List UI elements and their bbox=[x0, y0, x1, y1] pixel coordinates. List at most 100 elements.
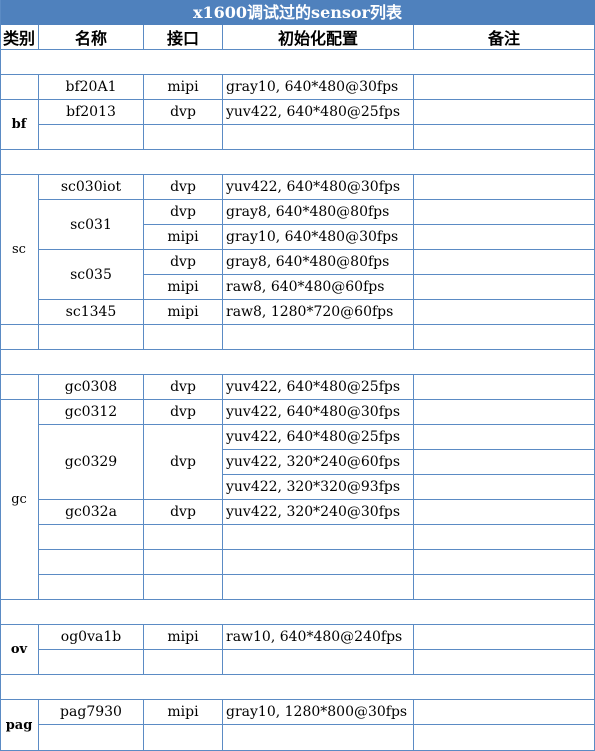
blank-cell bbox=[39, 325, 144, 350]
blank-cell bbox=[223, 725, 414, 751]
blank-row bbox=[0, 600, 595, 625]
category-ov: ov bbox=[0, 625, 39, 675]
sensor-interface: dvp bbox=[144, 400, 223, 425]
blank-cell bbox=[39, 575, 144, 600]
blank-cell bbox=[39, 650, 144, 675]
sensor-config: yuv422, 640*480@30fps bbox=[223, 175, 414, 200]
sensor-config: yuv422, 640*480@30fps bbox=[223, 400, 414, 425]
sensor-name: bf2013 bbox=[39, 100, 144, 125]
header-config: 初始化配置 bbox=[223, 25, 414, 50]
sensor-interface: dvp bbox=[144, 375, 223, 400]
sensor-config: yuv422, 640*480@25fps bbox=[223, 425, 414, 450]
sensor-interface: mipi bbox=[144, 300, 223, 325]
blank-cell bbox=[414, 725, 595, 751]
blank-cell bbox=[414, 125, 595, 150]
sensor-config: gray10, 640*480@30fps bbox=[223, 225, 414, 250]
blank-cell bbox=[39, 725, 144, 751]
blank-cell bbox=[414, 550, 595, 575]
blank-cell bbox=[0, 375, 39, 400]
note-cell bbox=[414, 75, 595, 100]
note-cell bbox=[414, 275, 595, 300]
sensor-config: yuv422, 320*320@93fps bbox=[223, 475, 414, 500]
blank-cell bbox=[223, 650, 414, 675]
sensor-config: raw8, 1280*720@60fps bbox=[223, 300, 414, 325]
note-cell bbox=[414, 475, 595, 500]
sensor-interface: mipi bbox=[144, 225, 223, 250]
sensor-config: raw10, 640*480@240fps bbox=[223, 625, 414, 650]
sensor-interface: dvp bbox=[144, 425, 223, 500]
blank-cell bbox=[223, 575, 414, 600]
sensor-name: gc0312 bbox=[39, 400, 144, 425]
note-cell bbox=[414, 100, 595, 125]
blank-cell bbox=[144, 125, 223, 150]
sensor-name: sc035 bbox=[39, 250, 144, 300]
note-cell bbox=[414, 500, 595, 525]
blank-cell bbox=[414, 525, 595, 550]
blank-row bbox=[0, 50, 595, 75]
blank-cell bbox=[223, 325, 414, 350]
sensor-config: gray8, 640*480@80fps bbox=[223, 250, 414, 275]
blank-cell bbox=[223, 525, 414, 550]
blank-cell bbox=[39, 550, 144, 575]
blank-cell bbox=[414, 325, 595, 350]
blank-row bbox=[0, 350, 595, 375]
note-cell bbox=[414, 225, 595, 250]
blank-row bbox=[0, 675, 595, 700]
blank-cell bbox=[144, 725, 223, 751]
blank-cell bbox=[223, 550, 414, 575]
sensor-config: yuv422, 320*240@30fps bbox=[223, 500, 414, 525]
category-sc: sc bbox=[0, 175, 39, 325]
blank-cell bbox=[144, 575, 223, 600]
note-cell bbox=[414, 375, 595, 400]
sensor-interface: mipi bbox=[144, 275, 223, 300]
blank-cell bbox=[0, 75, 39, 100]
sensor-config: gray10, 640*480@30fps bbox=[223, 75, 414, 100]
blank-cell bbox=[144, 525, 223, 550]
sensor-interface: dvp bbox=[144, 200, 223, 225]
table-title: x1600调试过的sensor列表 bbox=[0, 0, 595, 25]
header-name: 名称 bbox=[39, 25, 144, 50]
note-cell bbox=[414, 300, 595, 325]
note-cell bbox=[414, 625, 595, 650]
note-cell bbox=[414, 250, 595, 275]
blank-cell bbox=[144, 650, 223, 675]
sensor-interface: mipi bbox=[144, 700, 223, 725]
sensor-config: gray10, 1280*800@30fps bbox=[223, 700, 414, 725]
sensor-interface: mipi bbox=[144, 75, 223, 100]
note-cell bbox=[414, 400, 595, 425]
sensor-interface: mipi bbox=[144, 625, 223, 650]
category-pag: pag bbox=[0, 700, 39, 751]
blank-row bbox=[0, 150, 595, 175]
header-interface: 接口 bbox=[144, 25, 223, 50]
sensor-name: gc032a bbox=[39, 500, 144, 525]
sensor-name: pag7930 bbox=[39, 700, 144, 725]
blank-cell bbox=[39, 125, 144, 150]
sensor-config: yuv422, 640*480@25fps bbox=[223, 100, 414, 125]
blank-cell bbox=[144, 550, 223, 575]
sensor-name: gc0308 bbox=[39, 375, 144, 400]
header-category: 类别 bbox=[0, 25, 39, 50]
blank-cell bbox=[144, 325, 223, 350]
sensor-interface: dvp bbox=[144, 250, 223, 275]
sensor-config: raw8, 640*480@60fps bbox=[223, 275, 414, 300]
sensor-config: yuv422, 320*240@60fps bbox=[223, 450, 414, 475]
blank-cell bbox=[414, 650, 595, 675]
note-cell bbox=[414, 175, 595, 200]
note-cell bbox=[414, 700, 595, 725]
sensor-interface: dvp bbox=[144, 500, 223, 525]
sensor-config: gray8, 640*480@80fps bbox=[223, 200, 414, 225]
blank-cell bbox=[0, 325, 39, 350]
sensor-name: og0va1b bbox=[39, 625, 144, 650]
category-gc: gc bbox=[0, 400, 39, 600]
sensor-config: yuv422, 640*480@25fps bbox=[223, 375, 414, 400]
blank-cell bbox=[223, 125, 414, 150]
sensor-name: gc0329 bbox=[39, 425, 144, 500]
sensor-name: sc031 bbox=[39, 200, 144, 250]
header-note: 备注 bbox=[414, 25, 595, 50]
sensor-name: sc030iot bbox=[39, 175, 144, 200]
sensor-name: sc1345 bbox=[39, 300, 144, 325]
note-cell bbox=[414, 425, 595, 450]
sensor-interface: dvp bbox=[144, 175, 223, 200]
sensor-name: bf20A1 bbox=[39, 75, 144, 100]
note-cell bbox=[414, 200, 595, 225]
